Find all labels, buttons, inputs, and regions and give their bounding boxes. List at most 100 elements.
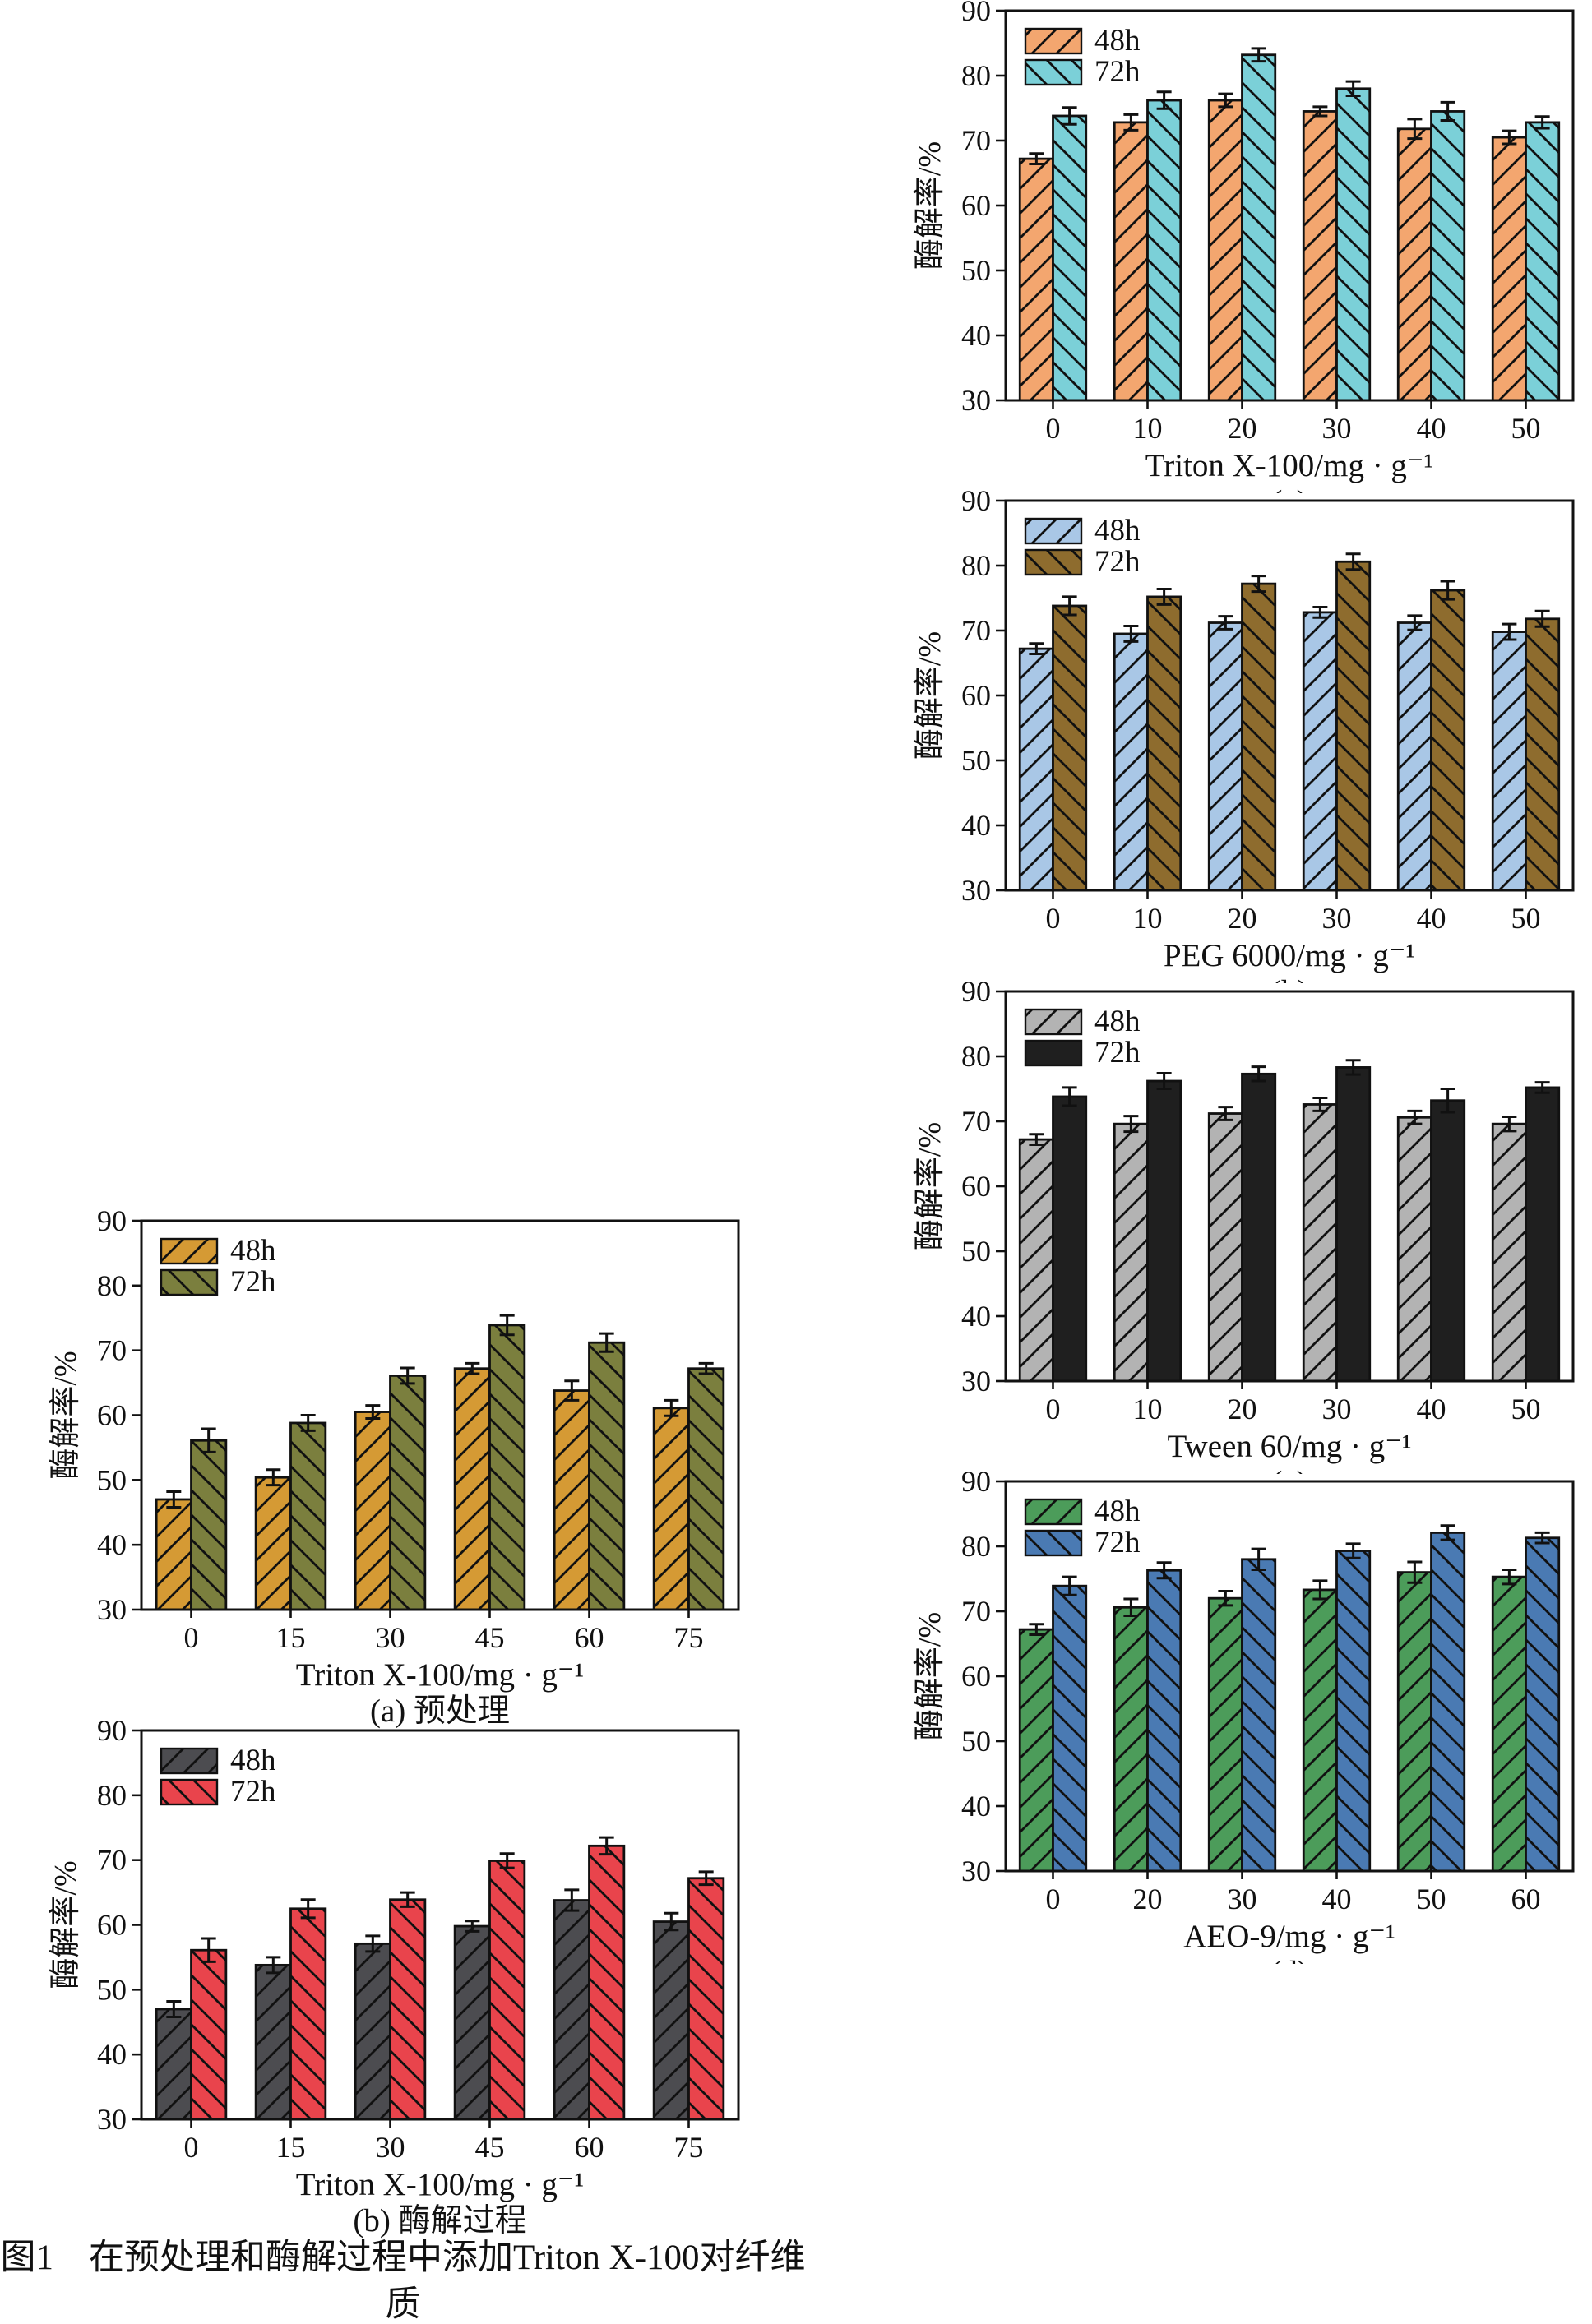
error-bar-48h-40 [1312,1579,1328,1601]
x-tick-label: 30 [1322,902,1352,935]
error-bar-48h-50 [1502,129,1517,146]
error-bar-72h-50 [1534,609,1550,628]
bar-48h-20 [1207,99,1243,402]
x-tick-label: 30 [1228,1883,1257,1915]
bar-72h-50 [1525,1086,1561,1383]
legend-swatch-72h [1024,58,1083,86]
bar-48h-75 [652,1920,690,2121]
bar-48h-50 [1491,1122,1527,1383]
x-tick-label: 40 [1417,902,1446,935]
x-tick-label: 0 [1046,412,1061,445]
error-bar-48h-10 [1123,113,1139,132]
error-bar-48h-45 [465,1361,480,1375]
y-tick-label: 30 [97,1593,127,1626]
error-bar-48h-40 [1407,118,1423,141]
bar-48h-60 [553,1389,590,1611]
error-bar-72h-0 [201,1937,216,1963]
bar-48h-30 [1302,1103,1338,1383]
x-tick-label: 20 [1228,902,1257,935]
error-bar-72h-40 [1440,1088,1455,1114]
y-tick-label: 50 [961,254,991,287]
error-bar-72h-15 [300,1898,316,1920]
x-tick-label: 45 [475,1621,505,1654]
bar-48h-0 [1018,647,1054,892]
x-tick-label: 0 [1046,1883,1061,1915]
legend-swatch-48h [1024,1008,1083,1036]
x-tick-label: 60 [1511,1883,1541,1915]
x-axis-label: PEG 6000/mg · g⁻¹ [1164,938,1415,973]
figure-caption: 图1 在预处理和酶解过程中添加Triton X-100对纤维质 底物酶解糖化的影… [0,2234,806,2324]
y-tick-label: 60 [97,1399,127,1432]
error-bar-48h-45 [465,1920,480,1933]
error-bar-72h-40 [1345,1542,1361,1559]
x-tick-label: 30 [1322,412,1352,445]
bar-72h-0 [1052,1095,1088,1383]
legend-swatch-72h [1024,1529,1083,1557]
legend-swatch-48h [1024,1498,1083,1526]
y-tick-label: 70 [961,1105,991,1138]
x-tick-label: 30 [376,1621,405,1654]
y-tick-label: 90 [97,1204,127,1237]
error-bar-48h-30 [1218,1590,1233,1607]
bar-48h-75 [652,1407,690,1611]
bar-48h-50 [1491,136,1527,402]
legend-label-72h: 72h [1094,1036,1141,1070]
bar-48h-30 [354,1942,391,2121]
bar-48h-20 [1207,1112,1243,1383]
y-tick-label: 90 [961,0,991,27]
panel-label: (d) [1270,1955,1307,1964]
y-tick-label: 90 [961,1471,991,1498]
error-bar-48h-20 [1123,1597,1139,1618]
x-tick-label: 50 [1511,902,1541,935]
legend-swatch-72h [1024,548,1083,576]
bar-72h-0 [1052,604,1088,892]
bar-48h-40 [1302,1588,1338,1873]
y-tick-label: 30 [961,1855,991,1887]
y-axis-label: 酶解率/% [913,1612,947,1740]
y-tick-label: 70 [961,1595,991,1628]
panel-label: (a) [1271,484,1307,493]
y-tick-label: 40 [961,809,991,842]
error-bar-72h-20 [1156,1561,1172,1580]
plot-box [140,1219,740,1611]
x-axis-label: Triton X-100/mg · g⁻¹ [296,1657,584,1693]
error-bar-72h-40 [1440,580,1455,601]
bar-72h-0 [1052,114,1088,402]
error-bar-72h-30 [1345,552,1361,571]
x-tick-label: 10 [1133,902,1163,935]
y-tick-label: 40 [97,1528,127,1561]
y-axis-label: 酶解率/% [49,1351,83,1479]
bar-48h-10 [1113,632,1149,892]
y-tick-label: 70 [961,124,991,157]
bar-72h-30 [1335,560,1372,892]
bar-72h-75 [687,1877,725,2121]
bar-48h-30 [1302,110,1338,402]
bar-72h-40 [1430,1099,1466,1383]
legend-swatch-72h [160,1778,219,1806]
error-bar-72h-45 [499,1852,515,1869]
bar-72h-60 [1525,1536,1561,1873]
y-tick-label: 50 [97,1463,127,1496]
error-bar-72h-10 [1156,587,1172,606]
bar-72h-50 [1430,1532,1466,1873]
bar-48h-0 [1018,1138,1054,1383]
bar-48h-0 [155,1498,192,1611]
bar-48h-0 [155,2008,192,2121]
bar-72h-30 [1241,1558,1277,1873]
bar-48h-20 [1113,1606,1149,1873]
x-tick-label: 75 [674,1621,704,1654]
legend-swatch-72h [1024,1039,1083,1067]
error-bar-48h-30 [1312,105,1328,118]
error-bar-72h-50 [1440,1524,1455,1541]
y-tick-label: 50 [97,1973,127,2006]
legend-label-48h: 48h [1094,1495,1141,1528]
error-bar-48h-20 [1218,615,1233,631]
error-bar-72h-40 [1440,100,1455,122]
plot-box [1004,1480,1575,1873]
bar-48h-40 [1396,621,1432,892]
error-bar-72h-60 [599,1332,614,1353]
panel-label: (b) 酶解过程 [353,2203,526,2239]
x-tick-label: 40 [1417,1393,1446,1425]
error-bar-72h-20 [1251,1065,1266,1083]
